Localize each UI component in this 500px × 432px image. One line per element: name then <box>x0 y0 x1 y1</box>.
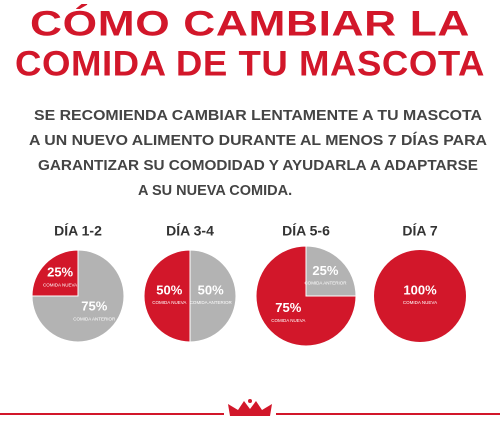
pie-slice <box>31 249 79 297</box>
title-line: COMIDA DE TU MASCOTA <box>15 44 485 83</box>
pie-slice <box>143 249 191 343</box>
value-label: 75% <box>81 299 107 314</box>
pie-title: DÍA 7 <box>402 223 437 239</box>
pie-slice <box>374 250 466 342</box>
value-label: 25% <box>312 263 338 278</box>
category-label: COMIDA NUEVA <box>403 300 437 305</box>
category-label: COMIDA NUEVA <box>152 300 186 305</box>
value-label: 100% <box>403 282 437 297</box>
title-line: CÓMO CAMBIAR LA <box>30 3 470 43</box>
value-label: 50% <box>198 282 224 297</box>
paragraph-line: GARANTIZAR SU COMODIDAD Y AYUDARLA A ADA… <box>38 158 478 174</box>
logo <box>224 399 276 420</box>
paragraph-line: A UN NUEVO ALIMENTO DURANTE AL MENOS 7 D… <box>29 132 488 149</box>
category-label: COMIDA ANTERIOR <box>304 281 347 286</box>
value-label: 50% <box>156 282 182 297</box>
pie-slice <box>255 245 357 347</box>
category-label: COMIDA ANTERIOR <box>190 300 233 305</box>
pie-slice <box>189 249 237 343</box>
pie-title: DÍA 1-2 <box>54 223 102 239</box>
category-label: COMIDA NUEVA <box>43 282 77 287</box>
category-label: COMIDA NUEVA <box>271 318 305 323</box>
pie-title: DÍA 3-4 <box>166 223 214 239</box>
pie-title: DÍA 5-6 <box>282 223 330 239</box>
paragraph-line: SE RECOMIENDA CAMBIAR LENTAMENTE A TU MA… <box>34 108 483 124</box>
pie-slice <box>31 249 125 343</box>
paragraph-line: A SU NUEVA COMIDA. <box>138 183 292 199</box>
category-label: COMIDA ANTERIOR <box>73 316 116 321</box>
pie-slice <box>305 245 357 297</box>
value-label: 25% <box>47 265 73 280</box>
value-label: 75% <box>275 300 301 315</box>
